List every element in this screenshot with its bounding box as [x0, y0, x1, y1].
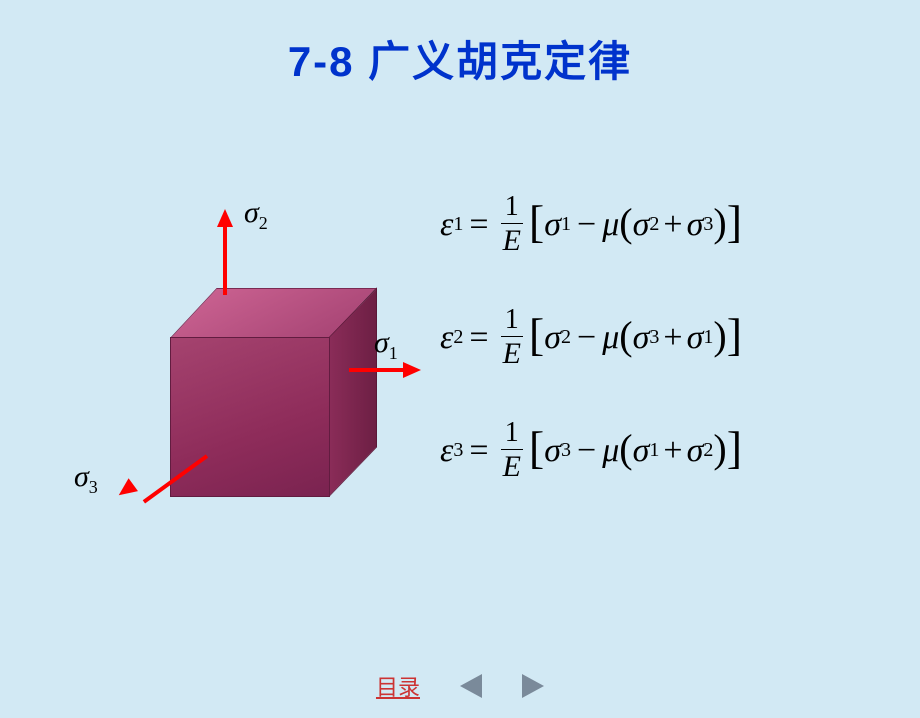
eq2-lbracket: [: [529, 317, 544, 354]
eq3-denominator: E: [499, 450, 525, 482]
eq3-sig-b: σ: [633, 432, 650, 470]
sigma1-label: σ1: [374, 326, 398, 364]
slide-title: 7-8 广义胡克定律: [0, 28, 920, 89]
eps2-sub: 2: [453, 326, 463, 349]
sigma2-arrow-head: [217, 209, 233, 227]
eq2-numerator: 1: [501, 306, 523, 337]
eq1-lbracket: [: [529, 204, 544, 241]
eq3-rbracket: ]: [727, 430, 742, 467]
sigma3-symbol: σ: [74, 460, 89, 493]
equation-2: ε2 = 1 E [ σ2 − μ ( σ3 + σ1 ) ]: [440, 306, 870, 369]
eq3-sig-a: σ: [544, 432, 561, 470]
footer-nav: 目录: [0, 670, 920, 702]
eq2-equals: =: [469, 319, 488, 357]
eq1-minus: −: [577, 206, 596, 244]
sigma3-arrow-head: [114, 478, 138, 502]
sigma1-arrow-head: [403, 362, 421, 378]
eps2-symbol: ε: [440, 319, 453, 357]
eq1-sig-b-sub: 2: [649, 213, 659, 236]
eq2-minus: −: [577, 319, 596, 357]
eq2-lparen: (: [619, 320, 632, 352]
eq2-denominator: E: [499, 337, 525, 369]
eq3-sig-a-sub: 3: [561, 439, 571, 462]
eq1-numerator: 1: [501, 193, 523, 224]
eq2-rparen: ): [713, 320, 726, 352]
eq1-sig-a-sub: 1: [561, 213, 571, 236]
eq3-sig-c-sub: 2: [703, 439, 713, 462]
eq3-sig-b-sub: 1: [649, 439, 659, 462]
eq2-sig-c-sub: 1: [703, 326, 713, 349]
eq3-lbracket: [: [529, 430, 544, 467]
eps3-sub: 3: [453, 439, 463, 462]
sigma2-symbol: σ: [244, 196, 259, 229]
eq1-sig-c: σ: [687, 206, 704, 244]
eq3-rparen: ): [713, 433, 726, 465]
cube-front-face: [170, 337, 330, 497]
stress-cube-diagram: σ2 σ1 σ3: [60, 188, 420, 588]
eq2-sig-b-sub: 3: [649, 326, 659, 349]
eq2-mu: μ: [602, 319, 619, 357]
eq2-sig-a-sub: 2: [561, 326, 571, 349]
eq1-sig-b: σ: [633, 206, 650, 244]
sigma1-arrow-shaft: [349, 368, 407, 372]
eq3-lparen: (: [619, 433, 632, 465]
eq1-mu: μ: [602, 206, 619, 244]
eps1-sub: 1: [453, 213, 463, 236]
eq1-lparen: (: [619, 207, 632, 239]
eq2-sig-a: σ: [544, 319, 561, 357]
eq3-plus: +: [663, 432, 682, 470]
eq1-denominator: E: [499, 224, 525, 256]
toc-link[interactable]: 目录: [376, 670, 420, 702]
eq1-rbracket: ]: [727, 204, 742, 241]
eq2-fraction: 1 E: [499, 306, 525, 369]
sigma1-symbol: σ: [374, 326, 389, 359]
eq1-sig-c-sub: 3: [703, 213, 713, 236]
eq1-equals: =: [469, 206, 488, 244]
eq1-plus: +: [663, 206, 682, 244]
equation-3: ε3 = 1 E [ σ3 − μ ( σ1 + σ2 ) ]: [440, 419, 870, 482]
sigma3-label: σ3: [74, 460, 98, 498]
eq3-fraction: 1 E: [499, 419, 525, 482]
eps3-symbol: ε: [440, 432, 453, 470]
eq2-sig-b: σ: [633, 319, 650, 357]
sigma1-subscript: 1: [389, 343, 398, 363]
eq3-minus: −: [577, 432, 596, 470]
eq2-plus: +: [663, 319, 682, 357]
equation-1: ε1 = 1 E [ σ1 − μ ( σ2 + σ3 ) ]: [440, 193, 870, 256]
eq1-fraction: 1 E: [499, 193, 525, 256]
prev-slide-button[interactable]: [460, 674, 482, 698]
sigma2-label: σ2: [244, 196, 268, 234]
eq3-sig-c: σ: [687, 432, 704, 470]
equations-block: ε1 = 1 E [ σ1 − μ ( σ2 + σ3 ) ] ε2 = 1 E…: [440, 193, 870, 482]
eq3-numerator: 1: [501, 419, 523, 450]
eq1-rparen: ): [713, 207, 726, 239]
eq2-sig-c: σ: [687, 319, 704, 357]
sigma2-arrow-shaft: [223, 223, 227, 295]
eq3-equals: =: [469, 432, 488, 470]
next-slide-button[interactable]: [522, 674, 544, 698]
eq3-mu: μ: [602, 432, 619, 470]
sigma3-subscript: 3: [89, 477, 98, 497]
eq1-sig-a: σ: [544, 206, 561, 244]
sigma2-subscript: 2: [259, 213, 268, 233]
eps1-symbol: ε: [440, 206, 453, 244]
eq2-rbracket: ]: [727, 317, 742, 354]
